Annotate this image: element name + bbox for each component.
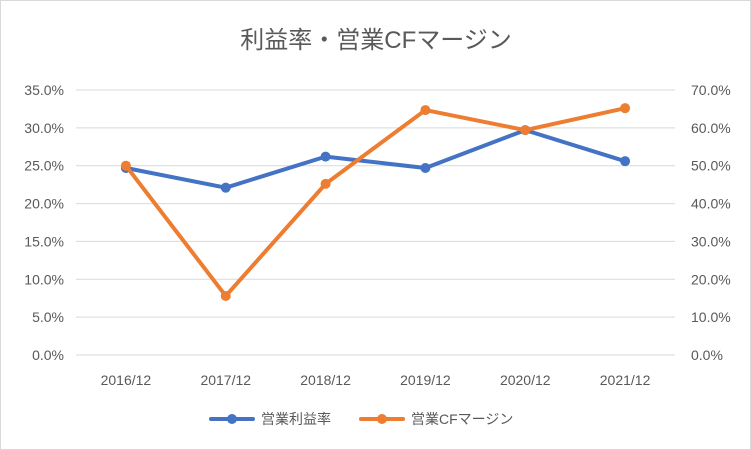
- data-point: [420, 105, 431, 116]
- data-point: [620, 156, 631, 167]
- left-tick-label: 35.0%: [24, 82, 64, 98]
- right-axis-ticks: 0.0% 10.0% 20.0% 30.0% 40.0% 50.0% 60.0% 70.0%: [691, 82, 731, 363]
- left-tick-label: 20.0%: [24, 196, 64, 212]
- gridlines: [76, 89, 675, 356]
- legend-item: 営業CFマージン: [359, 411, 513, 427]
- left-tick-label: 25.0%: [24, 158, 64, 174]
- x-tick-label: 2019/12: [400, 372, 451, 388]
- series-1: [120, 125, 631, 193]
- right-tick-label: 20.0%: [691, 271, 731, 287]
- chart-title: 利益率・営業CFマージン: [240, 27, 512, 54]
- x-tick-label: 2018/12: [300, 372, 351, 388]
- series-line: [123, 128, 628, 190]
- data-point: [320, 178, 331, 189]
- right-tick-label: 0.0%: [691, 347, 723, 363]
- legend-item: 営業利益率: [209, 411, 331, 427]
- x-tick-label: 2021/12: [600, 372, 651, 388]
- x-tick-label: 2016/12: [101, 372, 152, 388]
- right-tick-label: 50.0%: [691, 158, 731, 174]
- right-tick-label: 60.0%: [691, 120, 731, 136]
- legend-marker: [377, 414, 387, 424]
- data-point: [620, 103, 631, 114]
- legend-marker: [227, 414, 237, 424]
- left-tick-label: 5.0%: [32, 309, 64, 325]
- left-tick-label: 15.0%: [24, 233, 64, 249]
- x-tick-label: 2020/12: [500, 372, 551, 388]
- data-point: [520, 125, 531, 136]
- series-line: [123, 106, 628, 298]
- legend-label: 営業CFマージン: [411, 411, 513, 427]
- left-tick-label: 30.0%: [24, 120, 64, 136]
- right-tick-label: 10.0%: [691, 309, 731, 325]
- data-point: [220, 182, 231, 193]
- legend-label: 営業利益率: [261, 411, 331, 427]
- data-point: [320, 151, 331, 162]
- left-tick-label: 0.0%: [32, 347, 64, 363]
- left-tick-label: 10.0%: [24, 271, 64, 287]
- x-tick-label: 2017/12: [200, 372, 251, 388]
- series-group: [120, 103, 631, 301]
- left-axis-ticks: 0.0% 5.0% 10.0% 15.0% 20.0% 25.0% 30.0% 35.0%: [24, 82, 64, 363]
- right-tick-label: 70.0%: [691, 82, 731, 98]
- data-point: [420, 162, 431, 173]
- legend: 営業利益率 営業CFマージン: [209, 411, 513, 427]
- x-axis-ticks: 2016/12 2017/12 2018/12 2019/12 2020/12 2021/…: [101, 372, 651, 388]
- right-tick-label: 40.0%: [691, 196, 731, 212]
- data-point: [220, 290, 231, 301]
- right-tick-label: 30.0%: [691, 233, 731, 249]
- series-2: [120, 103, 631, 301]
- data-point: [120, 160, 131, 171]
